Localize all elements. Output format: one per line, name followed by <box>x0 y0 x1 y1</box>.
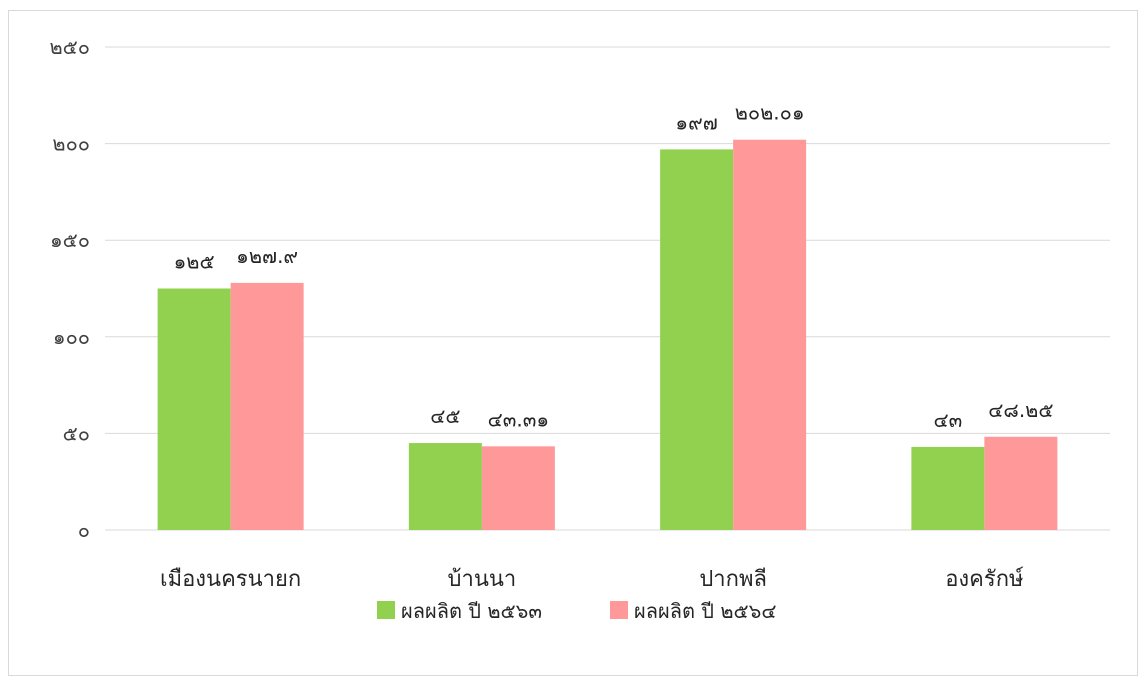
data-label: ๒๐๒.๐๑ <box>735 101 805 125</box>
bar <box>911 446 985 530</box>
data-label: ๔๓ <box>933 408 962 432</box>
x-axis: เมืองนครนายก บ้านนา ปากพลี องครักษ์ <box>160 567 1024 592</box>
y-tick-label: ๒๐๐ <box>52 132 90 156</box>
y-tick-label: ๐ <box>78 518 90 542</box>
x-tick-label: ปากพลี <box>699 567 767 592</box>
legend-swatch <box>377 601 395 619</box>
data-label: ๑๒๕ <box>174 250 215 274</box>
bar <box>230 282 304 530</box>
data-label: ๔๕ <box>430 404 460 428</box>
x-tick-label: เมืองนครนายก <box>160 567 301 592</box>
y-axis: ๐ ๕๐ ๑๐๐ ๑๕๐ ๒๐๐ ๒๕๐ <box>49 35 90 542</box>
bar <box>660 149 734 530</box>
x-tick-label: องครักษ์ <box>945 567 1024 592</box>
legend-label: ผลผลิต ปี ๒๕๖๓ <box>401 599 542 623</box>
data-label: ๑๙๗ <box>675 110 717 134</box>
bar <box>408 443 482 530</box>
y-tick-label: ๑๐๐ <box>53 325 90 349</box>
data-label: ๑๒๗.๙ <box>236 244 298 268</box>
legend-label: ผลผลิต ปี ๒๕๖๔ <box>634 599 777 623</box>
bars <box>157 139 1058 530</box>
y-tick-label: ๒๕๐ <box>49 35 90 59</box>
x-tick-label: บ้านนา <box>448 567 517 592</box>
data-label: ๔๓.๓๑ <box>488 407 550 431</box>
y-tick-label: ๑๕๐ <box>50 228 90 252</box>
data-label: ๔๘.๒๕ <box>988 398 1053 422</box>
legend-swatch <box>610 601 628 619</box>
bar <box>984 436 1058 530</box>
bar <box>157 288 231 530</box>
y-tick-label: ๕๐ <box>63 421 90 445</box>
bar <box>733 139 807 530</box>
bar <box>481 446 555 530</box>
legend: ผลผลิต ปี ๒๕๖๓ ผลผลิต ปี ๒๕๖๔ <box>377 599 777 623</box>
